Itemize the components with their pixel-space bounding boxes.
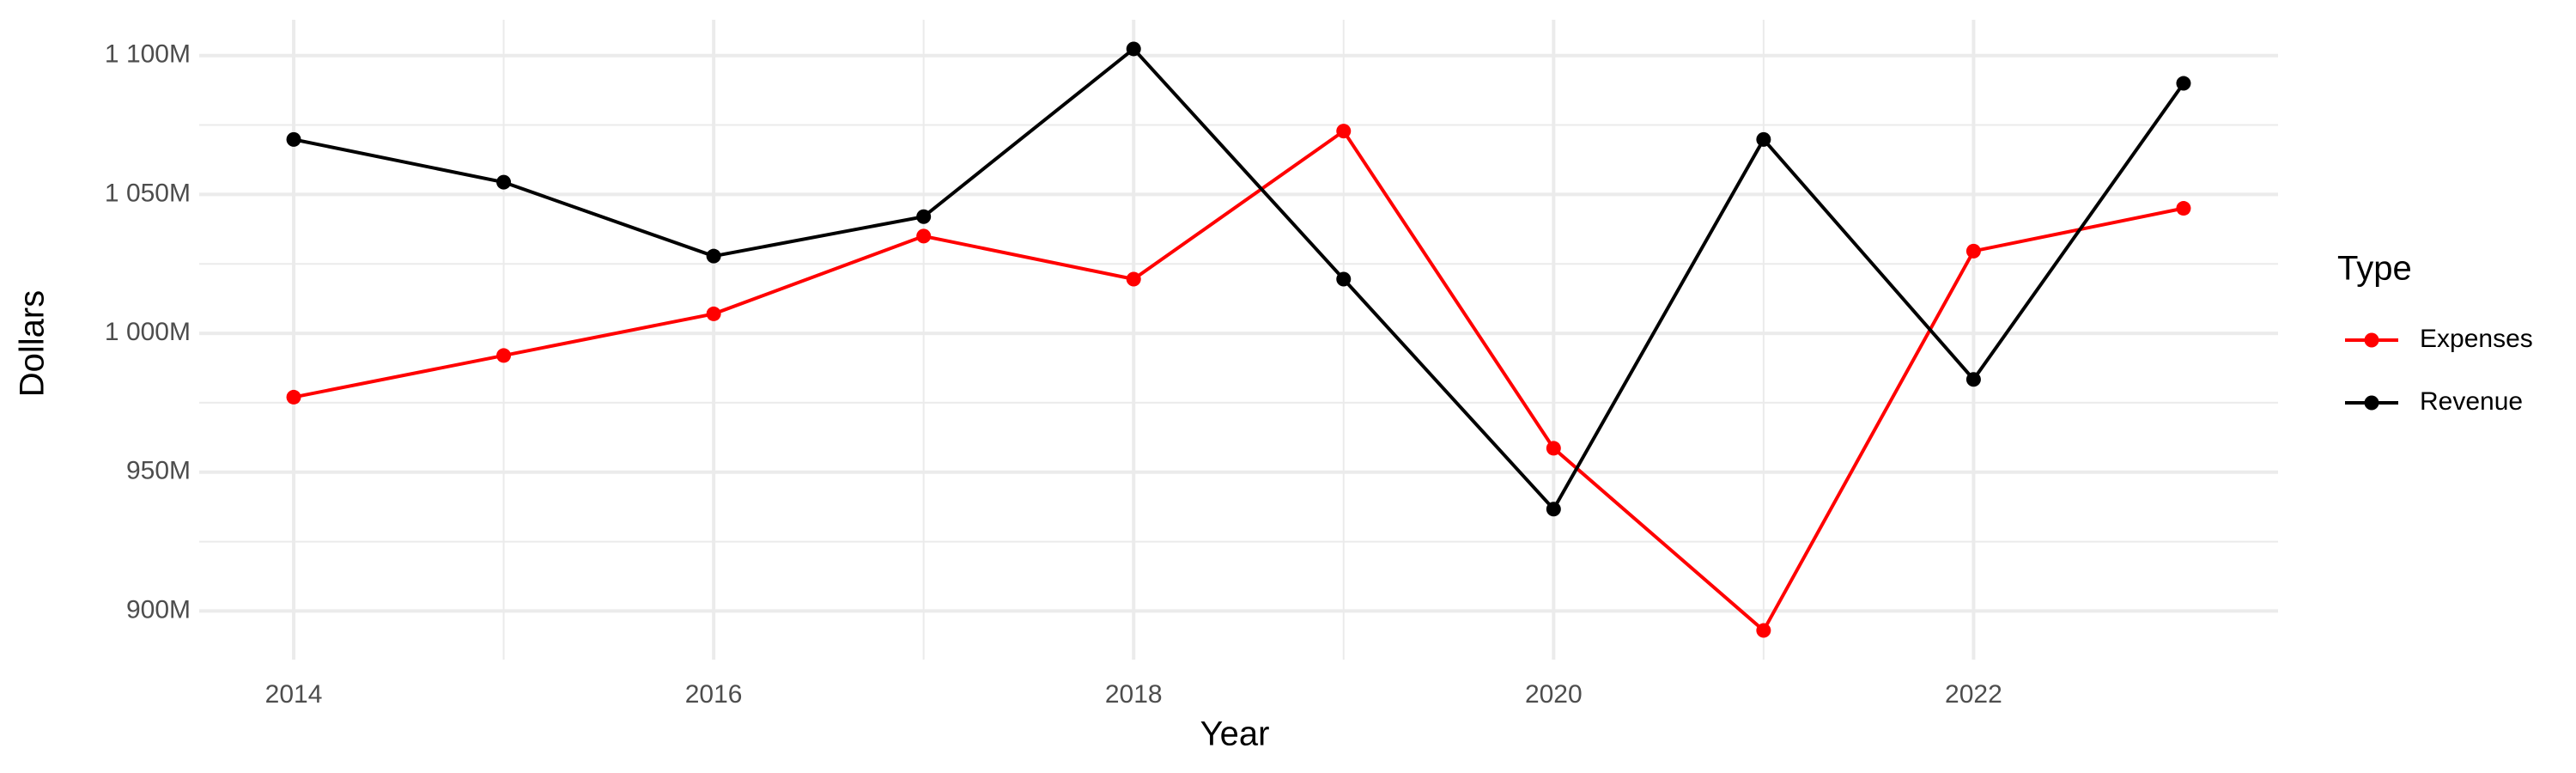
data-point [1546,441,1561,456]
y-tick-label: 900M [126,595,191,624]
data-point [1756,131,1771,147]
data-point [1965,372,1981,387]
x-tick-label: 2014 [265,680,323,709]
x-tick-label: 2022 [1945,680,2002,709]
data-point [1336,124,1352,139]
y-tick-label: 1 050M [105,179,191,207]
legend-label: Expenses [2420,325,2533,353]
data-point [1126,41,1141,57]
y-tick-label: 950M [126,457,191,485]
data-point [1965,243,1981,259]
data-point [496,348,512,363]
x-axis-title: Year [1200,715,1270,753]
data-point [706,306,721,321]
data-point [706,248,721,264]
legend-label: Revenue [2420,387,2523,416]
legend-marker [2364,332,2379,348]
y-tick-label: 1 000M [105,318,191,346]
series-line [293,128,2184,634]
data-point [2176,201,2191,216]
data-point [286,131,301,147]
data-point [1126,271,1141,287]
data-point [286,389,301,405]
y-axis-title: Dollars [14,290,52,397]
data-point [916,228,932,244]
legend-marker [2364,395,2379,411]
x-tick-label: 2020 [1525,680,1583,709]
data-point [1756,623,1771,638]
data-point [916,209,932,224]
data-point [1546,502,1561,517]
x-tick-label: 2018 [1105,680,1163,709]
legend-title: Type [2337,250,2412,288]
series-line [293,46,2185,513]
data-point [496,174,512,190]
data-point [2176,76,2191,91]
data-point [1336,271,1352,287]
x-tick-label: 2016 [685,680,743,709]
y-tick-label: 1 100M [105,40,191,69]
